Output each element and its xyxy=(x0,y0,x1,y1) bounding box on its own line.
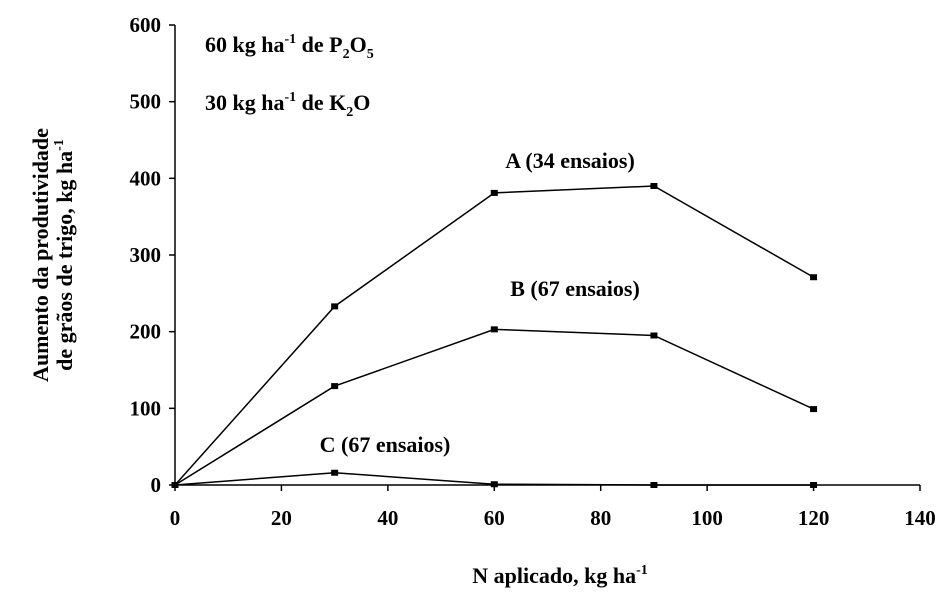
x-tick-label: 60 xyxy=(484,506,505,530)
data-point-c xyxy=(331,469,339,476)
y-axis-label: Aumento da produtividade de grãos de tri… xyxy=(28,128,77,382)
x-tick-label: 0 xyxy=(170,506,181,530)
data-point-b xyxy=(331,383,339,390)
x-tick-label: 120 xyxy=(798,506,830,530)
data-point-a xyxy=(490,189,498,196)
series-line-a xyxy=(174,185,814,486)
y-tick-label: 0 xyxy=(151,473,162,497)
x-tick-label: 100 xyxy=(691,506,723,530)
chart-series xyxy=(171,183,818,488)
y-tick-label: 500 xyxy=(130,90,162,114)
data-point-b xyxy=(490,326,498,333)
y-tick-label: 300 xyxy=(130,243,162,267)
data-point-c xyxy=(171,482,179,488)
series-label-b: B (67 ensaios) xyxy=(510,276,640,301)
x-axis-ticks: 0 20 40 60 80 100 120 140 xyxy=(170,485,936,530)
x-tick-label: 140 xyxy=(904,506,936,530)
y-axis-label-line2: de grãos de trigo, kg ha-1 xyxy=(52,139,77,371)
data-point-a xyxy=(331,303,339,310)
annotation-k2o: 30 kg ha-1 de K2O xyxy=(205,90,370,120)
y-tick-label: 400 xyxy=(130,166,162,190)
x-tick-label: 20 xyxy=(271,506,292,530)
y-axis-ticks: 0 100 200 300 400 500 600 xyxy=(130,13,175,497)
data-point-a xyxy=(650,183,658,189)
data-point-c xyxy=(650,482,658,488)
y-tick-label: 100 xyxy=(130,396,162,420)
annotation-p2o5: 60 kg ha-1 de P2O5 xyxy=(205,32,374,62)
series-label-c: C (67 ensaios) xyxy=(320,432,451,457)
y-axis-label-line1: Aumento da produtividade xyxy=(28,128,53,382)
data-point-b xyxy=(650,332,658,339)
data-point-b xyxy=(810,406,818,413)
x-tick-label: 40 xyxy=(377,506,398,530)
y-tick-label: 200 xyxy=(130,320,162,344)
series-line-b xyxy=(174,328,814,486)
data-point-a xyxy=(810,274,818,281)
y-tick-label: 600 xyxy=(130,13,162,37)
data-point-c xyxy=(490,481,498,488)
data-point-c xyxy=(810,482,818,488)
x-tick-label: 80 xyxy=(590,506,611,530)
series-label-a: A (34 ensaios) xyxy=(505,148,635,173)
x-axis-label: N aplicado, kg ha-1 xyxy=(472,563,648,588)
